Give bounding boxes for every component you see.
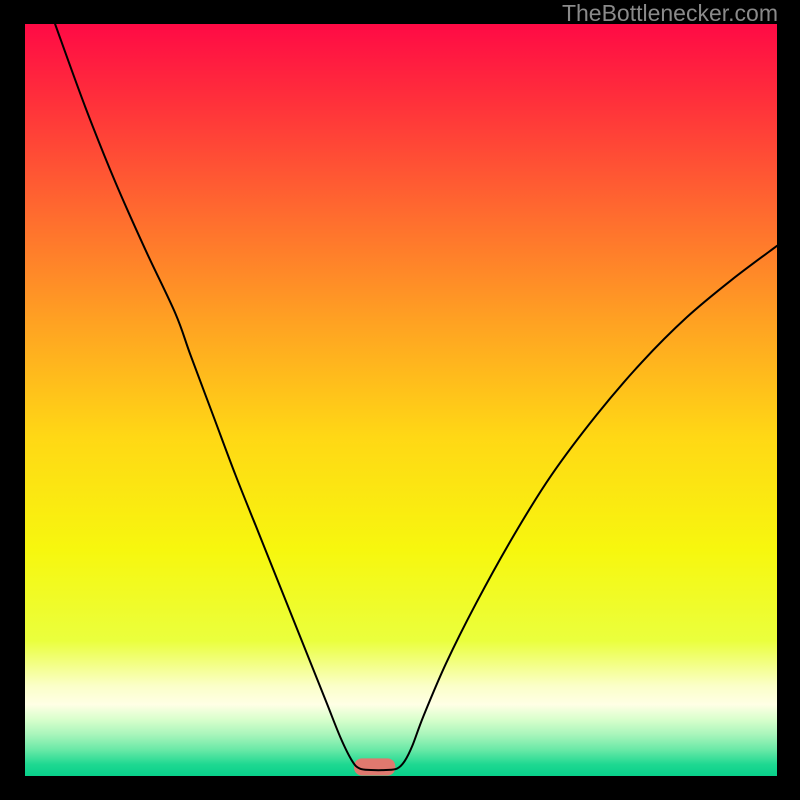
gradient-background <box>25 24 777 776</box>
chart-container: TheBottlenecker.com <box>0 0 800 800</box>
watermark-text: TheBottlenecker.com <box>562 0 778 27</box>
plot-svg <box>25 24 777 776</box>
plot-area <box>25 24 777 776</box>
minimum-marker <box>354 758 395 775</box>
